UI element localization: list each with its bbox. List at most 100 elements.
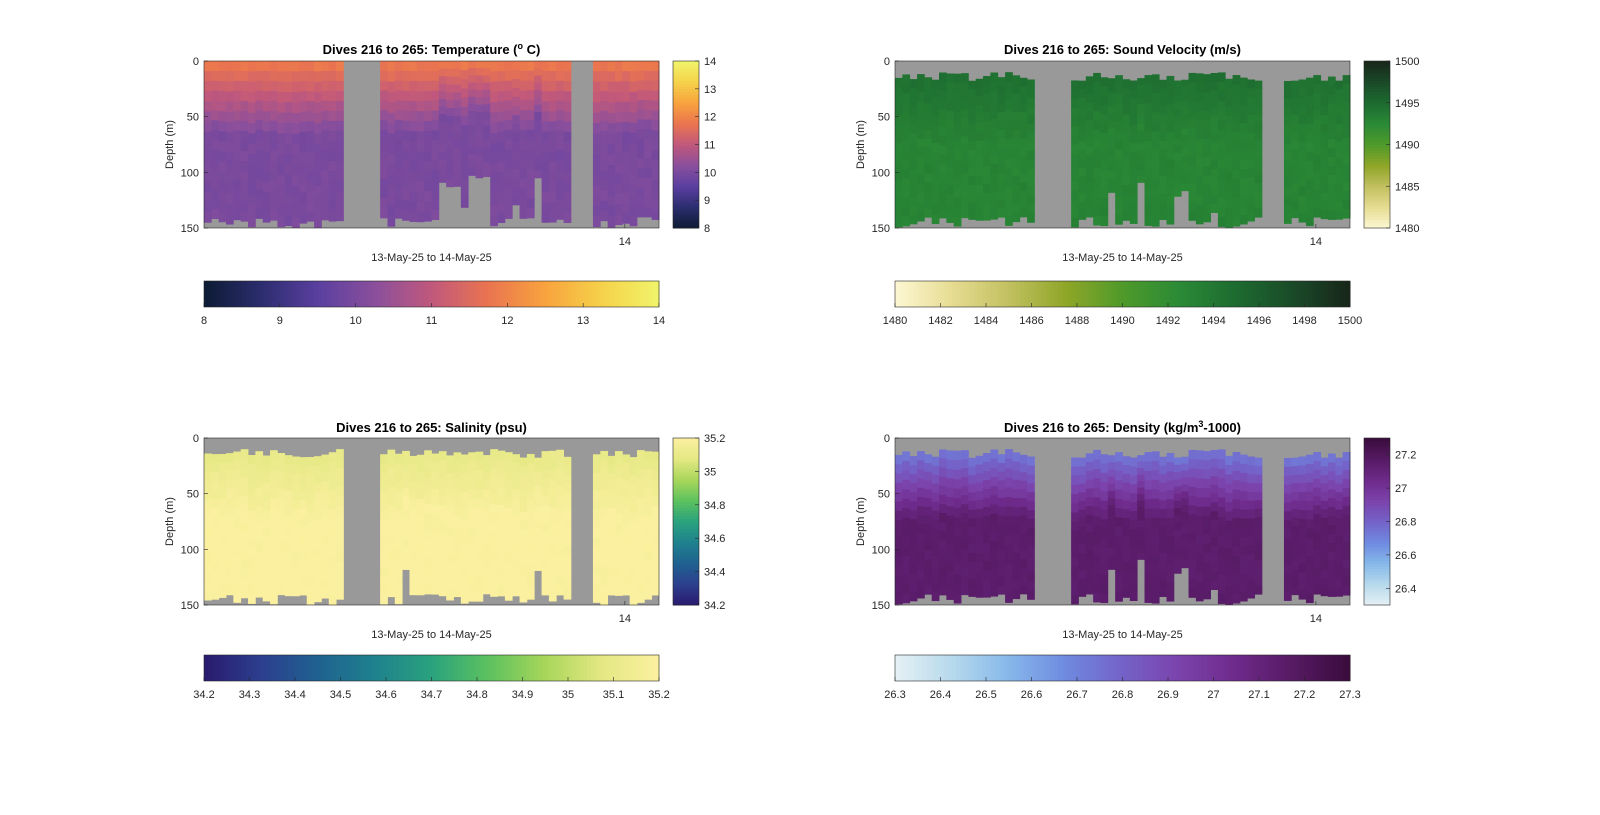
heatmap-cell	[497, 131, 506, 143]
heatmap-cell	[402, 160, 410, 171]
heatmap-cell	[997, 147, 1006, 157]
heatmap-cell	[394, 119, 403, 131]
heatmap-cell	[600, 80, 609, 92]
colorbar-swatch	[1012, 281, 1017, 307]
heatmap-cell	[504, 188, 513, 200]
colorbar-swatch	[507, 281, 512, 307]
heatmap-cell	[284, 163, 293, 175]
heatmap-cell	[328, 151, 337, 162]
heatmap-cell	[211, 517, 220, 528]
heatmap-cell	[1195, 535, 1204, 545]
heatmap-cell	[556, 467, 564, 478]
heatmap-cell	[204, 563, 212, 574]
colorbar-swatch	[374, 281, 379, 307]
colorbar-swatch	[655, 281, 660, 307]
heatmap-cell	[446, 131, 454, 141]
colorbar-swatch	[245, 655, 250, 681]
colorbar-swatch	[1004, 655, 1010, 681]
heatmap-cell	[1305, 77, 1314, 88]
colorbar-swatch	[1364, 216, 1390, 221]
heatmap-cell	[460, 79, 469, 89]
heatmap-cell	[902, 508, 911, 519]
colorbar-swatch	[673, 554, 699, 559]
heatmap-cell	[314, 61, 322, 72]
colorbar-swatch	[1107, 655, 1112, 681]
heatmap-cell	[1107, 149, 1116, 158]
heatmap-cell	[328, 595, 337, 606]
heatmap-cell	[924, 550, 933, 560]
heatmap-cell	[600, 120, 609, 132]
heatmap-cell	[1320, 474, 1329, 484]
heatmap-cell	[482, 61, 491, 69]
heatmap-cell	[946, 157, 955, 168]
colorbar-swatch	[1164, 281, 1169, 307]
heatmap-cell	[1335, 210, 1344, 220]
heatmap-cell	[380, 100, 388, 111]
heatmap-cell	[424, 567, 432, 577]
heatmap-cell	[1254, 585, 1263, 595]
heatmap-cell	[299, 500, 308, 510]
heatmap-cell	[607, 196, 616, 207]
heatmap-cell	[292, 133, 300, 145]
heatmap-cell	[909, 106, 918, 116]
heatmap-cell	[1173, 145, 1182, 154]
colorbar-swatch	[1221, 655, 1226, 681]
colorbar-swatch	[673, 86, 699, 90]
heatmap-cell	[519, 188, 528, 200]
heatmap-cell	[607, 112, 616, 124]
heatmap-cell	[548, 171, 557, 183]
colorbar-swatch	[1304, 655, 1309, 681]
heatmap-cell	[939, 117, 947, 128]
heatmap-cell	[255, 198, 264, 210]
heatmap-cell	[1217, 545, 1226, 556]
heatmap-cell	[563, 474, 572, 484]
heatmap-cell	[614, 132, 623, 144]
heatmap-cell	[1012, 102, 1021, 113]
heatmap-cell	[284, 507, 293, 518]
heatmap-cell	[321, 200, 330, 211]
heatmap-cell	[1071, 594, 1079, 605]
heatmap-cell	[592, 71, 601, 83]
heatmap-cell	[270, 594, 278, 605]
heatmap-cell	[1107, 490, 1116, 499]
heatmap-cell	[1085, 488, 1094, 498]
heatmap-cell	[1232, 207, 1241, 218]
heatmap-cell	[1115, 168, 1123, 179]
heatmap-cell	[1305, 114, 1314, 125]
heatmap-cell	[248, 566, 256, 577]
heatmap-cell	[512, 516, 520, 526]
heatmap-cell	[895, 161, 903, 172]
heatmap-cell	[1239, 205, 1248, 216]
heatmap-cell	[1137, 539, 1145, 547]
heatmap-cell	[1005, 449, 1013, 460]
heatmap-cell	[1313, 549, 1322, 560]
heatmap-cell	[460, 152, 469, 163]
heatmap-cell	[468, 563, 476, 574]
colorbar-swatch	[1035, 655, 1040, 681]
heatmap-cell	[895, 180, 903, 191]
heatmap-cell	[446, 455, 454, 465]
heatmap-cell	[262, 91, 271, 102]
heatmap-cell	[519, 100, 528, 111]
heatmap-cell	[644, 138, 653, 150]
heatmap-cell	[607, 560, 616, 570]
colorbar-swatch	[1228, 655, 1233, 681]
heatmap-cell	[1166, 168, 1175, 179]
heatmap-cell	[306, 466, 315, 476]
colorbar-tick-label: 26.6	[1395, 550, 1416, 562]
heatmap-cell	[997, 129, 1006, 139]
heatmap-cell	[1012, 203, 1021, 213]
heatmap-cell	[1005, 583, 1013, 594]
heatmap-cell	[416, 577, 425, 587]
heatmap-cell	[328, 528, 337, 539]
heatmap-cell	[541, 182, 550, 193]
heatmap-cell	[211, 590, 220, 600]
heatmap-cell	[431, 140, 440, 151]
heatmap-cell	[1232, 480, 1241, 491]
heatmap-cell	[548, 61, 557, 72]
heatmap-cell	[1188, 137, 1197, 148]
heatmap-cell	[1210, 81, 1219, 91]
colorbar-swatch	[1247, 655, 1252, 681]
heatmap-cell	[468, 526, 476, 537]
